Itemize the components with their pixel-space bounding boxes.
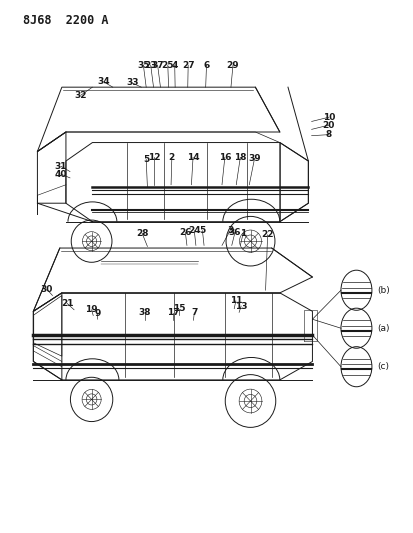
Text: 19: 19 bbox=[85, 305, 98, 314]
Text: 14: 14 bbox=[187, 153, 199, 162]
Text: 18: 18 bbox=[234, 153, 247, 162]
Text: 34: 34 bbox=[97, 77, 110, 86]
Text: 40: 40 bbox=[55, 169, 67, 179]
Text: 8J68  2200 A: 8J68 2200 A bbox=[23, 14, 109, 27]
Text: 13: 13 bbox=[235, 302, 247, 311]
Text: 21: 21 bbox=[61, 299, 74, 308]
Text: 8: 8 bbox=[325, 130, 332, 139]
Text: 4: 4 bbox=[171, 61, 178, 69]
Text: 29: 29 bbox=[227, 61, 239, 69]
Text: 26: 26 bbox=[179, 228, 192, 237]
Text: 31: 31 bbox=[55, 162, 67, 171]
Text: 37: 37 bbox=[151, 61, 164, 69]
Text: 11: 11 bbox=[230, 296, 242, 305]
Text: (c): (c) bbox=[377, 362, 389, 371]
Text: 6: 6 bbox=[203, 61, 210, 69]
Text: 32: 32 bbox=[75, 91, 87, 100]
Text: 39: 39 bbox=[248, 154, 261, 163]
Text: 1: 1 bbox=[240, 229, 246, 238]
Text: 5: 5 bbox=[199, 226, 206, 235]
Text: 12: 12 bbox=[148, 153, 161, 162]
Text: 24: 24 bbox=[188, 226, 201, 235]
Text: 9: 9 bbox=[94, 310, 100, 319]
Text: 5: 5 bbox=[143, 155, 150, 164]
Text: 27: 27 bbox=[182, 61, 195, 69]
Text: 23: 23 bbox=[145, 61, 157, 69]
Text: 16: 16 bbox=[218, 153, 231, 162]
Text: 22: 22 bbox=[261, 230, 274, 239]
Text: 38: 38 bbox=[138, 309, 151, 318]
Text: 3: 3 bbox=[227, 226, 233, 235]
Text: 2: 2 bbox=[169, 153, 175, 162]
Text: 28: 28 bbox=[136, 229, 148, 238]
Text: 36: 36 bbox=[229, 228, 241, 237]
Text: 35: 35 bbox=[137, 61, 150, 69]
Text: 7: 7 bbox=[191, 309, 197, 318]
Text: 30: 30 bbox=[40, 285, 53, 294]
Text: (a): (a) bbox=[377, 324, 389, 333]
Text: 10: 10 bbox=[323, 113, 335, 122]
Text: 15: 15 bbox=[173, 304, 185, 313]
Text: 25: 25 bbox=[161, 61, 174, 69]
Text: 33: 33 bbox=[126, 78, 139, 87]
Text: 17: 17 bbox=[167, 309, 179, 318]
Text: 20: 20 bbox=[323, 120, 335, 130]
Text: (b): (b) bbox=[377, 286, 389, 295]
